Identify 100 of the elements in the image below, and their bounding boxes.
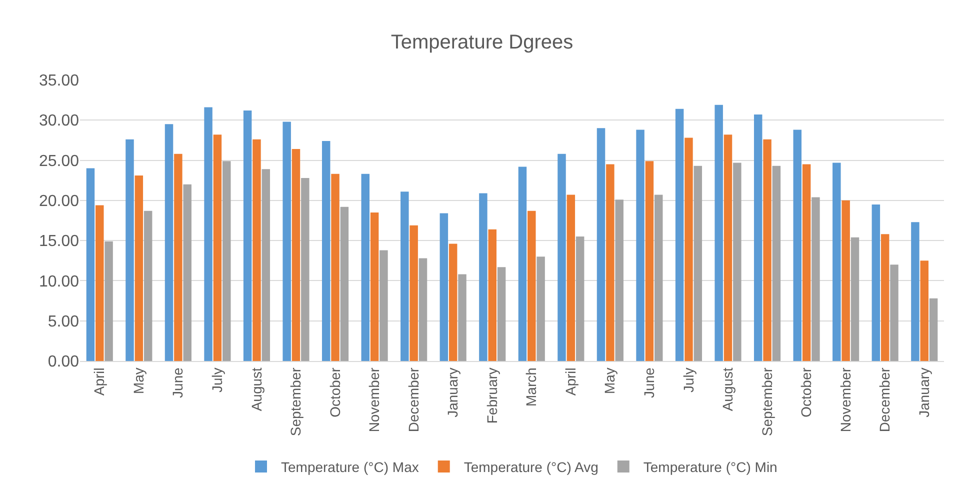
bar (636, 130, 644, 361)
x-tick-label: February (484, 368, 500, 424)
bar (890, 264, 898, 361)
x-tick-label: April (562, 368, 578, 396)
bar (262, 169, 270, 361)
bar (418, 258, 428, 361)
bar (566, 194, 576, 361)
bar (213, 134, 222, 361)
bar (528, 210, 536, 361)
y-tick-label: 15.00 (38, 233, 80, 250)
bar (340, 206, 349, 361)
legend-label: Temperature (°C) Min (643, 458, 778, 475)
bar (606, 164, 614, 361)
y-tick-label: 35.00 (38, 72, 80, 90)
bar (440, 213, 448, 361)
bar (144, 210, 152, 361)
bar (872, 204, 880, 361)
bar (684, 138, 693, 361)
legend-label: Temperature (°C) Avg (464, 458, 598, 475)
bar (772, 166, 781, 361)
x-tick-label: November (366, 367, 382, 432)
bar (204, 107, 212, 361)
bar (252, 139, 261, 361)
x-tick-label: July (209, 368, 225, 393)
x-tick-label: June (641, 367, 657, 398)
bar (164, 124, 174, 361)
bar (850, 237, 860, 361)
bar (497, 267, 506, 361)
bar (536, 256, 545, 361)
x-tick-label: March (523, 368, 540, 407)
bar (126, 139, 134, 361)
bar (694, 166, 702, 361)
bar (615, 200, 624, 361)
bar (733, 162, 742, 361)
bar (282, 122, 291, 361)
bar (576, 236, 584, 361)
bar (842, 200, 850, 361)
bar (812, 197, 820, 361)
bar (832, 162, 841, 361)
x-tick-label: April (91, 368, 108, 396)
x-tick-label: May (130, 368, 146, 394)
y-tick-label: 20.00 (38, 193, 80, 210)
x-tick-label: May (602, 368, 618, 394)
bar (920, 260, 928, 361)
chart-title: Temperature Dgrees (390, 32, 574, 54)
bar (104, 241, 113, 361)
legend-label: Temperature (°C) Max (281, 458, 419, 475)
bar (675, 108, 684, 361)
bar (183, 184, 192, 361)
bar (370, 212, 379, 361)
x-tick-label: July (680, 368, 696, 393)
bar (558, 154, 566, 361)
bar (518, 166, 527, 361)
bar (596, 128, 606, 361)
y-tick-label: 0.00 (48, 354, 80, 371)
bar (911, 222, 920, 361)
bar (929, 298, 938, 361)
x-tick-label: November (837, 367, 854, 432)
bar (174, 154, 182, 361)
bar (754, 114, 762, 361)
bar (410, 225, 418, 361)
bar (654, 194, 663, 361)
x-tick-label: September (288, 367, 304, 436)
x-tick-label: June (170, 367, 186, 398)
bar (361, 174, 370, 361)
bar (448, 244, 458, 361)
y-tick-label: 25.00 (38, 152, 80, 170)
x-tick-label: September (758, 367, 775, 436)
bar (292, 149, 300, 361)
bar (802, 164, 811, 361)
y-tick-label: 5.00 (48, 313, 80, 330)
bar (331, 174, 340, 361)
bar (96, 205, 104, 361)
bar (763, 139, 772, 361)
x-tick-label: October (798, 367, 814, 418)
y-tick-label: 10.00 (38, 273, 80, 290)
bar (479, 193, 488, 361)
bar (645, 161, 654, 361)
bar (134, 176, 144, 361)
x-tick-label: January (916, 368, 932, 418)
bar (243, 110, 252, 361)
x-tick-label: August (248, 367, 264, 412)
x-tick-label: August (720, 367, 736, 412)
bar (222, 161, 231, 361)
bar (724, 134, 732, 361)
bar (380, 250, 388, 361)
x-tick-label: January (444, 368, 461, 418)
bar (458, 274, 466, 361)
bar (880, 234, 890, 361)
bar (322, 141, 330, 361)
x-tick-label: December (405, 367, 422, 432)
bar (400, 192, 409, 361)
bar (301, 178, 310, 361)
bar (86, 168, 95, 361)
bar (793, 130, 802, 361)
x-tick-label: December (876, 367, 893, 432)
x-tick-label: October (326, 367, 343, 418)
y-tick-label: 30.00 (38, 112, 80, 130)
bar (714, 104, 723, 361)
bar (488, 229, 496, 361)
